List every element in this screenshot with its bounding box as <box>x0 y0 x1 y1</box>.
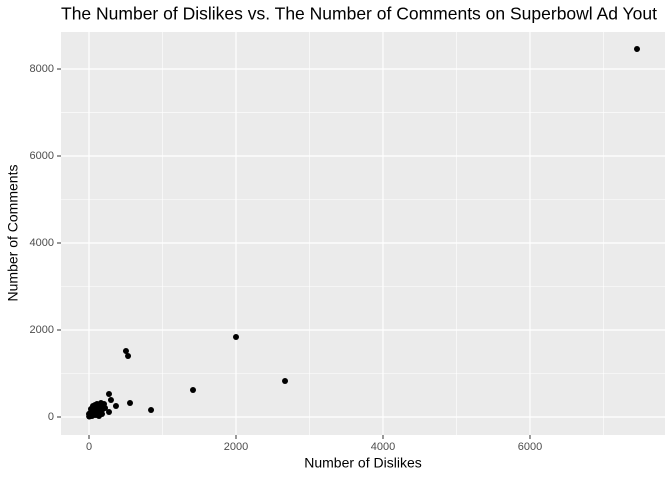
y-axis-label: Number of Comments <box>5 165 21 302</box>
point <box>125 353 132 360</box>
y-tick-label: 2000 <box>30 324 54 336</box>
point <box>190 386 197 393</box>
y-tick-label: 0 <box>48 411 54 423</box>
x-axis-label: Number of Dislikes <box>304 455 421 471</box>
x-tick-label: 0 <box>86 441 92 453</box>
point <box>127 399 134 406</box>
panel <box>61 32 665 435</box>
point <box>148 406 155 413</box>
y-tick-label: 8000 <box>30 63 54 75</box>
point <box>94 400 101 407</box>
point <box>282 377 289 384</box>
point <box>91 411 98 418</box>
x-tick-label: 2000 <box>224 441 248 453</box>
x-tick-label: 6000 <box>518 441 542 453</box>
point <box>122 348 129 355</box>
point <box>99 410 106 417</box>
point <box>633 46 640 53</box>
point <box>112 402 119 409</box>
point <box>105 390 112 397</box>
point <box>232 334 239 341</box>
y-tick-label: 4000 <box>30 237 54 249</box>
point <box>102 404 109 411</box>
x-tick-label: 4000 <box>371 441 395 453</box>
y-tick-label: 6000 <box>30 150 54 162</box>
chart-title: The Number of Dislikes vs. The Number of… <box>61 4 657 24</box>
point <box>105 408 112 415</box>
point <box>107 396 114 403</box>
